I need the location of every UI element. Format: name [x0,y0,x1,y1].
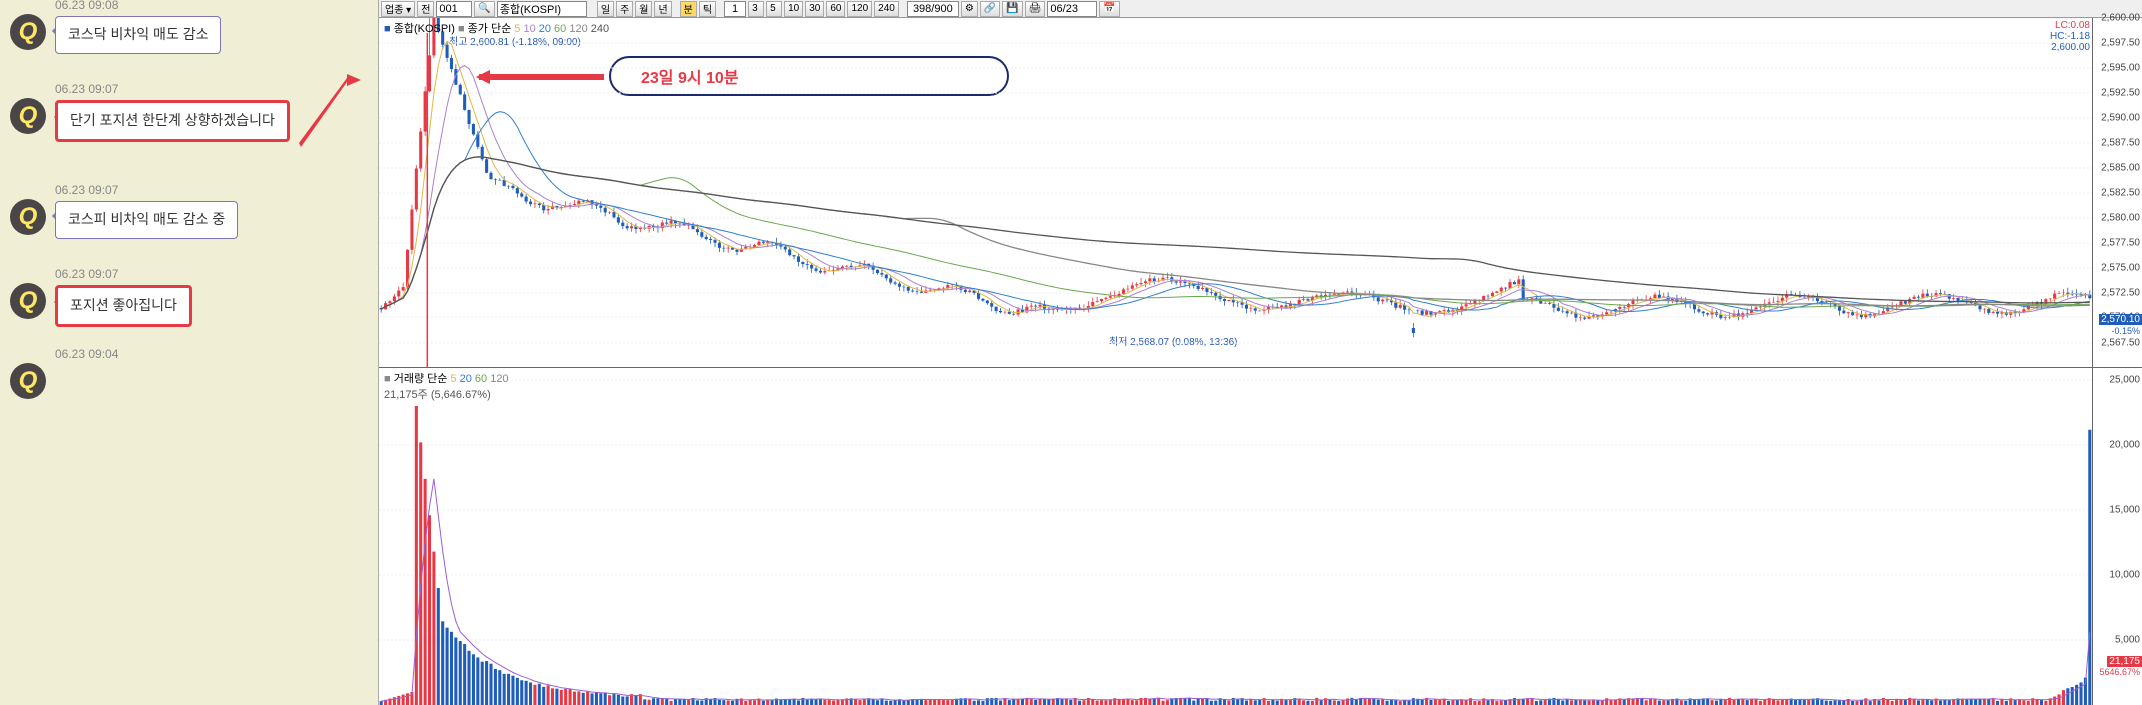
avatar: Q [10,98,46,134]
price-svg [379,18,2142,368]
msg-timestamp: 06.23 09:07 [55,267,118,281]
vol-current-value: 21,175 [2107,656,2142,667]
avatar: Q [10,14,46,50]
volume-legend: ■ 거래량 단순 5 20 60 120 21,175주 (5,646.67%) [384,370,509,402]
period-year-button[interactable]: 년 [654,1,671,17]
interval-button[interactable]: 5 [766,1,782,17]
period-day-button[interactable]: 일 [597,1,614,17]
chat-bubble: 단기 포지션 한단계 상향하겠습니다 [55,100,290,142]
code-input[interactable] [436,1,472,17]
chat-bubble: 코스피 비차익 매도 감소 중 [55,201,238,239]
interval-button[interactable]: 240 [874,1,899,17]
chat-bubble: 코스닥 비차익 매도 감소 [55,16,221,54]
msg-text: 코스피 비차익 매도 감소 중 [68,211,225,227]
interval-button[interactable]: 3 [748,1,764,17]
msg-text: 코스닥 비차익 매도 감소 [68,26,208,42]
avatar: Q [10,363,46,399]
msg-timestamp: 06.23 09:07 [55,183,118,197]
avatar: Q [10,199,46,235]
current-price: 2,570.10 [2099,314,2142,325]
ma-label: 종가 단순 [468,23,512,35]
position-input[interactable] [907,1,959,17]
vol-current-pct: 5646.67% [2097,667,2142,677]
chart-toolbar: 업종 ▾ 전 🔍 일 주 월 년 분 틱 3 5 10 30 60 120 24… [379,0,2142,18]
interval-input[interactable] [724,1,746,17]
search-icon[interactable]: 🔍 [474,1,494,17]
legend-name: 종합(KOSPI) [394,23,455,35]
tool-icon[interactable]: ⚙ [961,1,978,17]
period-month-button[interactable]: 월 [635,1,652,17]
msg-timestamp: 06.23 09:04 [55,347,118,361]
msg-timestamp: 06.23 09:07 [55,82,118,96]
interval-button[interactable]: 10 [784,1,803,17]
interval-button[interactable]: 60 [826,1,845,17]
link-icon[interactable]: 🔗 [980,1,1000,17]
chat-message[interactable]: 코스닥 비차익 매도 감소 [55,16,221,54]
interval-button[interactable]: 120 [847,1,872,17]
vol-legend-label: 거래량 단순 [394,373,448,385]
nav-prev-button[interactable]: 전 [417,1,434,17]
price-legend: ■ 종합(KOSPI) ■ 종가 단순 5 10 20 60 120 240 [384,20,609,36]
calendar-icon[interactable]: 📅 [1099,1,1119,17]
industry-dropdown[interactable]: 업종 ▾ [381,1,415,17]
current-pct: -0.15% [2109,326,2142,336]
interval-button[interactable]: 30 [805,1,824,17]
volume-svg [379,368,2142,705]
msg-text: 포지션 좋아집니다 [70,297,177,313]
period-tick-button[interactable]: 틱 [699,1,716,17]
chat-message[interactable]: 코스피 비차익 매도 감소 중 [55,201,238,239]
save-icon[interactable]: 💾 [1002,1,1022,17]
vol-current: 21,175주 (5,646.67%) [384,389,491,401]
period-minute-button[interactable]: 분 [680,1,697,17]
msg-text: 단기 포지션 한단계 상향하겠습니다 [70,112,275,128]
print-icon[interactable]: 🖨 [1025,1,1046,17]
msg-timestamp: 06.23 09:08 [55,0,118,12]
chat-message[interactable]: 단기 포지션 한단계 상향하겠습니다 [55,100,290,142]
chart-area: 업종 ▾ 전 🔍 일 주 월 년 분 틱 3 5 10 30 60 120 24… [379,0,2142,705]
volume-chart[interactable]: ■ 거래량 단순 5 20 60 120 21,175주 (5,646.67%)… [379,368,2142,705]
codename-input[interactable] [497,1,587,17]
avatar: Q [10,283,46,319]
date-input[interactable] [1047,1,1097,17]
chat-message[interactable]: 포지션 좋아집니다 [55,285,192,327]
chat-bubble: 포지션 좋아집니다 [55,285,192,327]
chat-panel: 06.23 09:08 Q 코스닥 비차익 매도 감소 06.23 09:07 … [0,0,379,705]
period-week-button[interactable]: 주 [616,1,633,17]
price-chart[interactable]: ■ 종합(KOSPI) ■ 종가 단순 5 10 20 60 120 240 L… [379,18,2142,368]
